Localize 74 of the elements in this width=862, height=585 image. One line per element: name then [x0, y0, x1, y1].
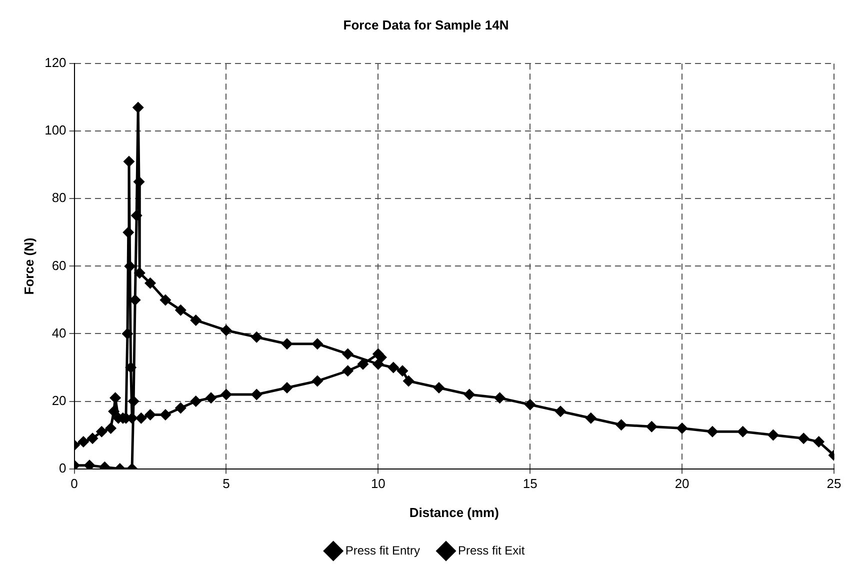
point [397, 366, 408, 376]
point [282, 338, 292, 350]
point [434, 382, 444, 394]
point [132, 102, 144, 113]
point [87, 433, 98, 444]
x-tick-label: 0 [70, 476, 78, 492]
y-tick-label: 20 [52, 392, 66, 408]
point [312, 338, 323, 350]
y-tick-label: 80 [52, 190, 66, 206]
point [175, 304, 186, 316]
point [134, 176, 144, 188]
point [707, 426, 718, 437]
point [220, 325, 232, 336]
point [555, 406, 566, 417]
point [124, 260, 136, 272]
point [312, 376, 323, 386]
point [372, 358, 384, 370]
point [145, 278, 156, 288]
point [676, 423, 688, 434]
point [106, 423, 116, 434]
point [251, 332, 262, 342]
point [206, 392, 216, 404]
point [798, 433, 809, 444]
point [110, 392, 121, 404]
y-tick-label: 60 [52, 258, 66, 273]
y-tick-label: 100 [44, 122, 66, 138]
x-tick-label: 5 [222, 476, 230, 492]
point [134, 268, 145, 278]
point [342, 348, 354, 360]
point [524, 399, 536, 410]
y-axis-title: Force (N) [21, 238, 36, 295]
point [122, 328, 133, 339]
point [403, 376, 414, 386]
point [190, 396, 202, 407]
y-tick-label: 40 [52, 325, 66, 340]
point [282, 382, 292, 394]
point [251, 389, 262, 400]
point [190, 314, 202, 326]
point [131, 210, 142, 221]
point [160, 294, 171, 306]
point [108, 406, 120, 417]
point [78, 436, 89, 448]
x-tick-label: 20 [674, 476, 690, 492]
point [130, 294, 140, 306]
legend-label: Press fit Exit [458, 543, 526, 558]
point [124, 156, 134, 167]
point [126, 362, 136, 373]
point [494, 392, 505, 404]
point [96, 426, 107, 437]
point [123, 227, 134, 238]
point [616, 420, 627, 430]
point [768, 430, 778, 440]
point [84, 460, 95, 469]
point [358, 358, 368, 370]
point [220, 389, 232, 400]
point [814, 436, 824, 448]
point [160, 410, 171, 420]
legend-label: Press fit Entry [345, 543, 420, 558]
chart-title: Force Data for Sample 14N [343, 17, 509, 32]
x-tick-label: 10 [370, 476, 386, 492]
point [388, 362, 399, 373]
point [136, 412, 146, 424]
y-tick-label: 0 [59, 460, 66, 476]
point [586, 412, 596, 424]
point [175, 402, 186, 414]
point [342, 366, 354, 376]
x-tick-label: 25 [826, 476, 842, 492]
point [145, 410, 156, 420]
point [464, 389, 475, 400]
point [646, 421, 657, 432]
point [738, 426, 748, 437]
x-tick-label: 15 [522, 476, 538, 492]
x-axis-title: Distance (mm) [409, 504, 499, 520]
y-tick-label: 120 [44, 55, 66, 70]
